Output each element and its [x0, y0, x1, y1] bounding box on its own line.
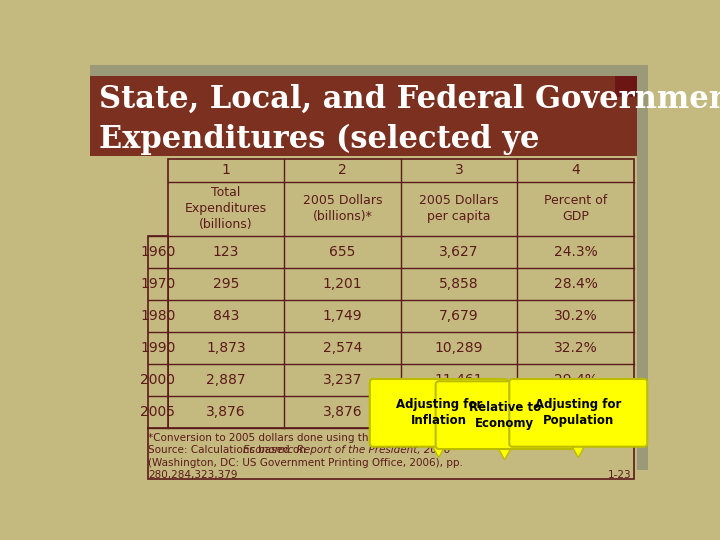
Text: 3,876: 3,876 — [206, 405, 246, 419]
Text: 2,887: 2,887 — [206, 373, 246, 387]
Text: 7,679: 7,679 — [439, 309, 479, 323]
Text: 1970: 1970 — [140, 277, 176, 291]
Bar — [90, 76, 637, 156]
Polygon shape — [431, 444, 446, 457]
Text: 3,237: 3,237 — [323, 373, 362, 387]
Text: 843: 843 — [212, 309, 239, 323]
Text: 280,284,323,379: 280,284,323,379 — [148, 470, 238, 480]
Polygon shape — [570, 444, 586, 457]
Bar — [148, 428, 634, 479]
Text: 2005 Dollars
per capita: 2005 Dollars per capita — [419, 194, 499, 224]
Text: 31.1%: 31.1% — [554, 405, 598, 419]
Text: 28.4%: 28.4% — [554, 277, 598, 291]
Text: 3,876: 3,876 — [323, 405, 362, 419]
Text: State, Local, and Federal Government: State, Local, and Federal Government — [99, 83, 720, 114]
Text: Percent of
GDP: Percent of GDP — [544, 194, 608, 224]
Text: 5,858: 5,858 — [439, 277, 479, 291]
Text: 1990: 1990 — [140, 341, 176, 355]
Text: 4: 4 — [572, 163, 580, 177]
Text: 30.2%: 30.2% — [554, 309, 598, 323]
Bar — [90, 65, 648, 76]
Text: 1,749: 1,749 — [323, 309, 362, 323]
Text: 2005: 2005 — [140, 405, 175, 419]
Text: Adjusting for
Inflation: Adjusting for Inflation — [395, 399, 482, 427]
Text: 24.3%: 24.3% — [554, 245, 598, 259]
Bar — [637, 76, 648, 470]
Text: 2,574: 2,574 — [323, 341, 362, 355]
Text: 13,066: 13,066 — [435, 405, 483, 419]
Text: Economic Report of the President, 2006: Economic Report of the President, 2006 — [243, 445, 451, 455]
Text: 655: 655 — [329, 245, 356, 259]
Text: 29.4%: 29.4% — [554, 373, 598, 387]
Text: (Washington, DC: US Government Printing Office, 2006), pp.: (Washington, DC: US Government Printing … — [148, 457, 463, 468]
Text: 2005 Dollars
(billions)*: 2005 Dollars (billions)* — [302, 194, 382, 224]
FancyBboxPatch shape — [436, 381, 574, 449]
Text: 1,201: 1,201 — [323, 277, 362, 291]
Text: 11,461: 11,461 — [435, 373, 483, 387]
Bar — [148, 236, 168, 428]
Text: 1-23: 1-23 — [608, 470, 631, 480]
Text: 1: 1 — [221, 163, 230, 177]
Bar — [616, 76, 637, 97]
Text: 295: 295 — [212, 277, 239, 291]
Text: 10,289: 10,289 — [435, 341, 483, 355]
Text: 1980: 1980 — [140, 309, 176, 323]
FancyBboxPatch shape — [370, 379, 508, 447]
Text: 3: 3 — [455, 163, 464, 177]
Text: 32.2%: 32.2% — [554, 341, 598, 355]
Text: Source: Calculations based on: Source: Calculations based on — [148, 445, 310, 455]
Text: Expenditures (selected ye: Expenditures (selected ye — [99, 123, 540, 154]
Polygon shape — [497, 446, 513, 460]
Text: 123: 123 — [212, 245, 239, 259]
Text: Total
Expenditures
(billions): Total Expenditures (billions) — [185, 186, 267, 231]
Text: 1,873: 1,873 — [206, 341, 246, 355]
Text: 3,627: 3,627 — [439, 245, 479, 259]
Bar — [168, 159, 634, 428]
Text: Adjusting for
Population: Adjusting for Population — [535, 399, 621, 427]
Text: 2000: 2000 — [140, 373, 175, 387]
Text: *Conversion to 2005 dollars done using the GDP deflator: *Conversion to 2005 dollars done using t… — [148, 433, 445, 443]
Text: Relative to
Economy: Relative to Economy — [469, 401, 541, 430]
Text: 2: 2 — [338, 163, 347, 177]
Text: 1960: 1960 — [140, 245, 176, 259]
FancyBboxPatch shape — [509, 379, 647, 447]
